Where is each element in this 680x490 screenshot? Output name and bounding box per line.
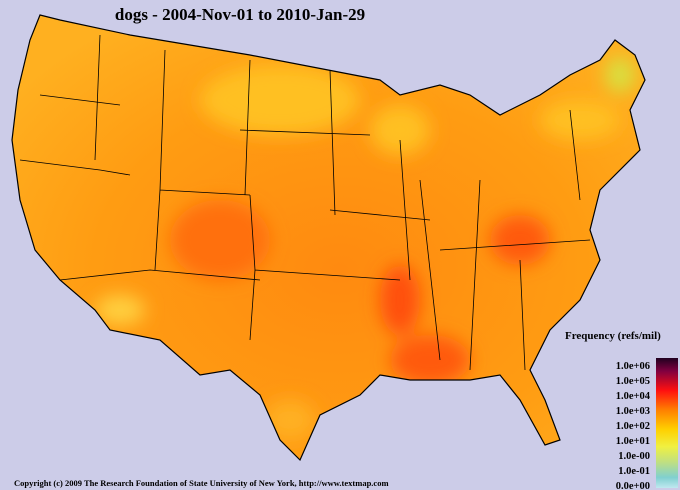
legend-label: 1.0e+05 [616,376,650,387]
legend-label: 1.0e+01 [616,436,650,447]
color-bar [656,358,678,488]
legend-label: 0.0e+00 [616,481,650,490]
legend-label: 1.0e-01 [618,466,650,477]
legend-title: Frequency (refs/mil) [565,330,661,342]
legend-labels: 1.0e+06 1.0e+05 1.0e+04 1.0e+03 1.0e+02 1.0e+… [616,361,651,490]
legend-label: 1.0e+03 [616,406,650,417]
legend-label: 1.0e+04 [616,391,651,402]
legend-label: 1.0e-00 [618,451,650,462]
title: dogs - 2004-Nov-01 to 2010-Jan-29 [115,5,365,24]
legend-label: 1.0e+06 [616,361,650,372]
copyright: Copyright (c) 2009 The Research Foundati… [14,478,389,488]
legend-label: 1.0e+02 [616,421,650,432]
